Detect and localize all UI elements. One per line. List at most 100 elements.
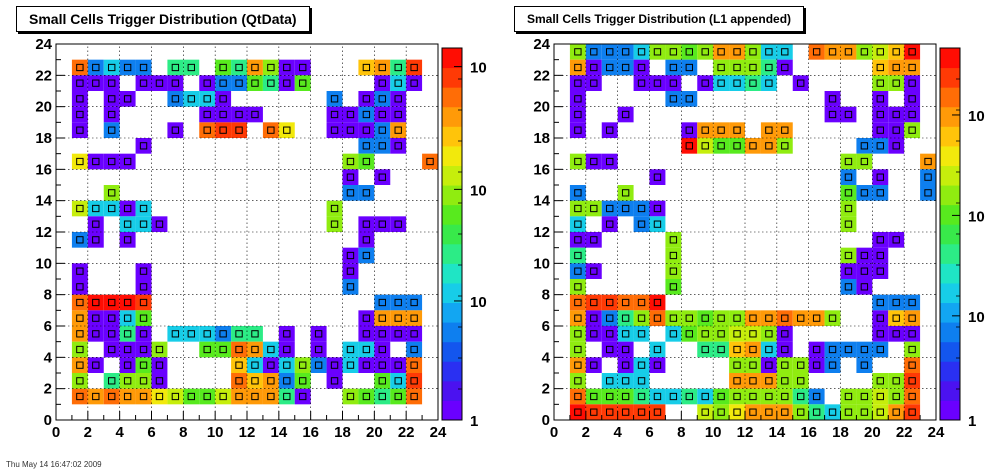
heatmap-cell — [247, 59, 263, 76]
heatmap-box-marker — [410, 345, 418, 354]
heatmap-cell — [776, 122, 793, 138]
heatmap-box-marker — [283, 126, 291, 134]
heatmap-box-marker — [139, 204, 148, 213]
heatmap-cell — [135, 373, 152, 389]
heatmap-box-marker — [749, 345, 757, 354]
heatmap-cell — [215, 122, 232, 138]
heatmap-cell — [406, 341, 423, 358]
heatmap-cell — [840, 388, 857, 405]
heatmap-box-marker — [574, 236, 582, 244]
heatmap-cell — [665, 388, 682, 405]
heatmap-box-marker — [685, 126, 693, 134]
heatmap-box-marker — [606, 126, 614, 134]
heatmap-cell — [904, 59, 921, 76]
heatmap-box-marker — [283, 392, 291, 401]
x-tick-label: 20 — [864, 424, 881, 441]
heatmap-cell — [569, 326, 586, 342]
heatmap-cells — [71, 59, 438, 405]
heatmap-box-marker — [92, 220, 100, 228]
heatmap-cell — [87, 357, 104, 373]
heatmap-box-marker — [765, 48, 773, 56]
heatmap-box-marker — [235, 63, 243, 72]
color-bar — [442, 48, 462, 421]
heatmap-cell — [681, 122, 698, 138]
heatmap-cell — [776, 138, 793, 154]
heatmap-box-marker — [378, 79, 386, 87]
heatmap-box-marker — [590, 392, 598, 401]
heatmap-box-marker — [267, 377, 275, 385]
heatmap-cell — [569, 279, 586, 295]
heatmap-box-marker — [669, 283, 678, 291]
heatmap-box-marker — [749, 314, 757, 322]
heatmap-box-marker — [908, 345, 916, 354]
color-bar-tick-label: 10 — [470, 60, 487, 77]
heatmap-cell — [888, 232, 905, 248]
x-tick-label: 2 — [84, 424, 92, 441]
heatmap-cell — [103, 310, 120, 326]
heatmap-cell — [71, 341, 88, 358]
heatmap-box-marker — [378, 345, 386, 354]
left-chart-title: Small Cells Trigger Distribution (QtData… — [16, 6, 310, 32]
heatmap-cell — [888, 44, 905, 60]
heatmap-cell — [760, 357, 777, 373]
heatmap-cell — [872, 44, 889, 60]
heatmap-cell — [358, 91, 375, 107]
heatmap-box-marker — [267, 63, 275, 72]
heatmap-cell — [358, 153, 375, 170]
heatmap-box-marker — [781, 377, 789, 385]
heatmap-cell — [374, 106, 391, 123]
x-tick-label: 0 — [550, 424, 558, 441]
heatmap-cell — [808, 357, 825, 373]
heatmap-cell — [808, 404, 825, 420]
heatmap-cell — [215, 341, 232, 358]
heatmap-cell — [231, 75, 247, 91]
heatmap-box-marker — [653, 48, 662, 56]
color-bar-segment — [940, 282, 960, 304]
heatmap-box-marker — [394, 95, 402, 103]
heatmap-box-marker — [685, 314, 693, 322]
heatmap-box-marker — [749, 142, 757, 150]
heatmap-cell — [231, 373, 247, 389]
heatmap-cell — [665, 91, 682, 107]
heatmap-box-marker — [92, 330, 100, 338]
heatmap-cell — [406, 59, 423, 76]
heatmap-box-marker — [378, 126, 386, 134]
heatmap-cell — [87, 232, 104, 248]
heatmap-box-marker — [892, 314, 900, 322]
ticks — [553, 43, 937, 421]
heatmap-box-marker — [76, 283, 84, 291]
y-tick-label: 4 — [542, 349, 551, 366]
heatmap-cell — [824, 106, 841, 123]
left-chart-panel: 0 2 4 6 8 10 12 14 16 18 20 22 24 0 2 4 6 8 10 12 14 16 18 20 22… — [16, 6, 487, 441]
heatmap-box-marker — [876, 392, 884, 401]
heatmap-cell — [569, 153, 586, 170]
heatmap-cell — [872, 247, 889, 264]
ticks — [55, 43, 439, 421]
heatmap-box-marker — [219, 330, 227, 338]
heatmap-box-marker — [362, 189, 371, 197]
y-tick-label: 24 — [533, 36, 550, 53]
heatmap-box-marker — [155, 361, 164, 369]
x-tick-label: 12 — [239, 424, 256, 441]
heatmap-box-marker — [346, 110, 355, 119]
heatmap-box-marker — [362, 314, 371, 322]
heatmap-cell — [856, 185, 873, 201]
heatmap-box-marker — [908, 126, 916, 134]
heatmap-box-marker — [378, 392, 386, 401]
heatmap-box-marker — [717, 392, 725, 401]
heatmap-cell — [649, 310, 666, 326]
heatmap-box-marker — [606, 157, 614, 166]
color-bar-segment — [442, 282, 462, 304]
heatmap-box-marker — [892, 142, 900, 150]
heatmap-box-marker — [283, 330, 291, 338]
y-tick-label: 18 — [35, 130, 52, 147]
heatmap-cell — [872, 138, 889, 154]
heatmap-box-marker — [299, 392, 307, 401]
heatmap-cell — [278, 59, 295, 76]
heatmap-cell — [231, 357, 247, 373]
heatmap-cell — [617, 357, 634, 373]
heatmap-cell — [872, 341, 889, 358]
color-bar-segment — [940, 224, 960, 245]
heatmap-cell — [585, 326, 602, 342]
heatmap-cell — [342, 185, 359, 201]
